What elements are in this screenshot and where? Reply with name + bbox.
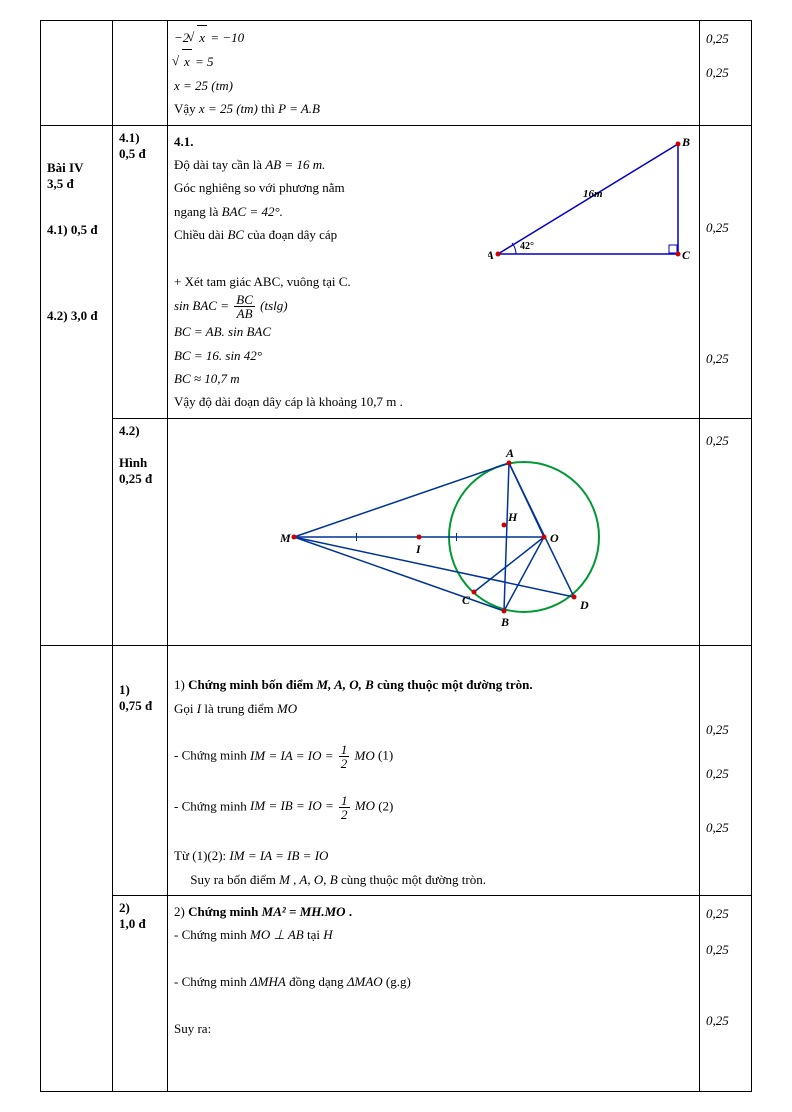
triangle-diagram: 16m 42° A B C: [488, 134, 693, 269]
row4-scores: 0,25 0,25 0,25: [700, 645, 752, 895]
score: 0,25: [706, 433, 745, 449]
svg-text:M: M: [279, 531, 291, 545]
score: 0,25: [706, 722, 745, 738]
row1-solution: −2x = −10 x = 5 x = 25 (tm) Vậy x = 25 (…: [168, 21, 700, 126]
row3-subcol: 4.2) Hình 0,25 đ: [113, 418, 168, 645]
eq1: −2x = −10: [174, 30, 244, 45]
row4-subcol: 1) 0,75 đ: [113, 645, 168, 895]
row2-subcol: 4.1) 0,5 đ: [113, 125, 168, 418]
score: 0,25: [706, 220, 745, 236]
row3-score: 0,25: [700, 418, 752, 645]
row5-solution: 2) Chứng minh MA² = MH.MO . - Chứng minh…: [168, 895, 700, 1091]
svg-text:A: A: [488, 248, 494, 262]
score: 0,25: [706, 820, 745, 836]
eq3: x = 25 (tm): [174, 78, 233, 93]
row4-col1: [41, 645, 113, 1091]
row4-solution: 1) Chứng minh bốn điểm M, A, O, B cùng t…: [168, 645, 700, 895]
row3-diagram-cell: M I H O A B C D: [168, 418, 700, 645]
score: 0,25: [706, 942, 745, 958]
svg-text:C: C: [682, 248, 691, 262]
svg-text:B: B: [500, 615, 509, 629]
score: 0,25: [706, 31, 745, 47]
score: 0,25: [706, 906, 745, 922]
svg-text:H: H: [507, 510, 518, 524]
score: 0,25: [706, 351, 745, 367]
row2-scores: 0,25 0,25: [700, 125, 752, 418]
score: 0,25: [706, 766, 745, 782]
svg-text:D: D: [579, 598, 589, 612]
svg-text:C: C: [462, 593, 471, 607]
svg-text:O: O: [550, 531, 559, 545]
svg-text:16m: 16m: [583, 188, 603, 200]
row2-solution: 4.1. Độ dài tay cần là AB = 16 m. Góc ng…: [168, 125, 700, 418]
svg-text:B: B: [681, 135, 690, 149]
svg-text:42°: 42°: [520, 241, 534, 252]
score: 0,25: [706, 65, 745, 81]
svg-text:A: A: [505, 446, 514, 460]
row1-col1: [41, 21, 113, 126]
svg-text:I: I: [415, 542, 422, 556]
circle-diagram: M I H O A B C D: [224, 427, 644, 637]
bai4-label: Bài IV 3,5 đ 4.1) 0,5 đ 4.2) 3,0 đ: [41, 125, 113, 645]
row1-col2: [113, 21, 168, 126]
eq2: x = 5: [174, 54, 214, 69]
solution-table: −2x = −10 x = 5 x = 25 (tm) Vậy x = 25 (…: [40, 20, 752, 1092]
score: 0,25: [706, 1013, 745, 1029]
row5-scores: 0,25 0,25 0,25: [700, 895, 752, 1091]
row1-scores: 0,25 0,25: [700, 21, 752, 126]
row1-conclusion: Vậy x = 25 (tm) thì P = A.B: [174, 101, 320, 116]
row5-subcol: 2) 1,0 đ: [113, 895, 168, 1091]
